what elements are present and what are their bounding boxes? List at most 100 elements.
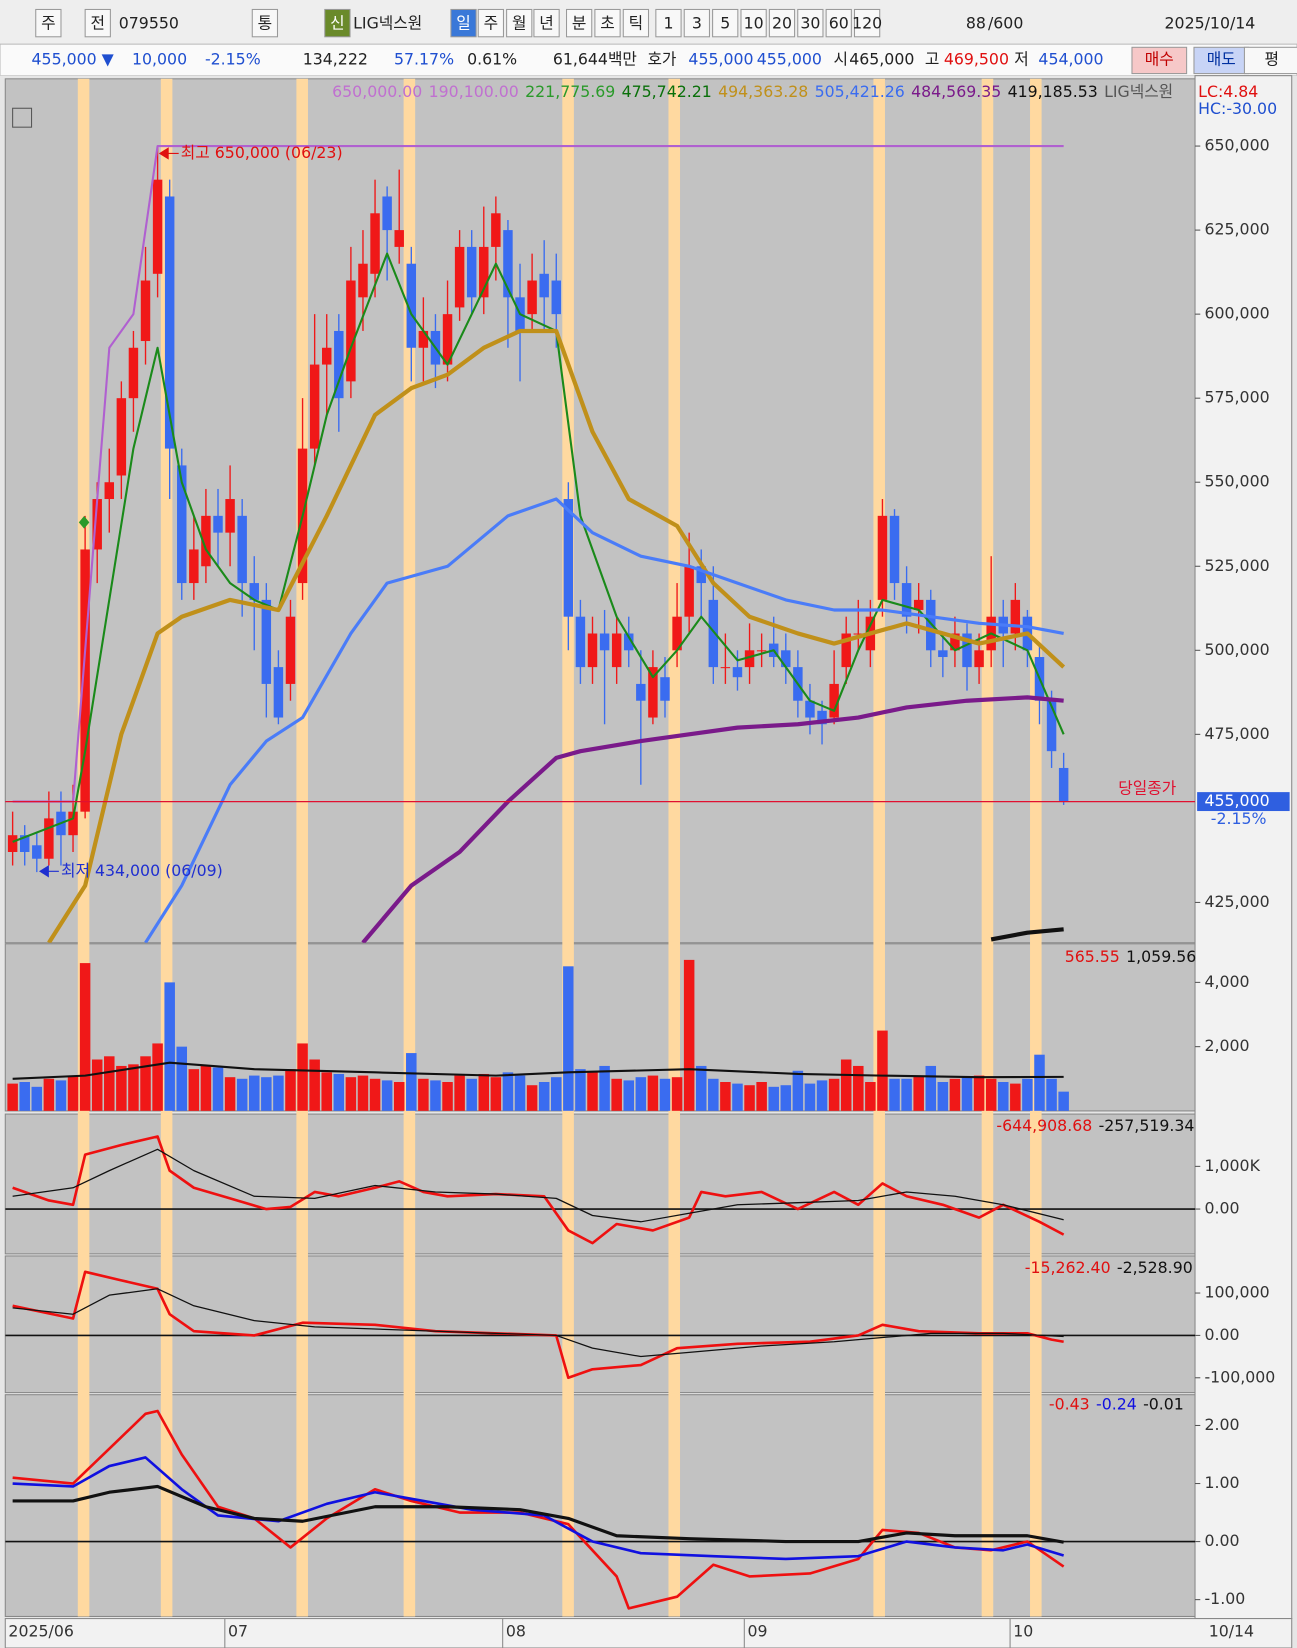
toolbar-label[interactable]: 60	[829, 14, 849, 33]
candle-body	[962, 633, 972, 668]
toolbar-button[interactable]	[622, 8, 650, 38]
volume-bar	[877, 1030, 888, 1111]
quote-text[interactable]: 매도	[1207, 49, 1236, 68]
candle-body	[32, 845, 42, 859]
highlight-bands	[77, 78, 1042, 1617]
high-arrow	[158, 147, 179, 160]
toolbar-label[interactable]: 월	[512, 14, 526, 33]
toolbar-label[interactable]: 일	[456, 14, 471, 33]
toolbar-button[interactable]	[740, 8, 767, 38]
toolbar-button[interactable]	[84, 8, 111, 38]
indicator-line	[12, 1484, 1064, 1544]
y-tick-label: 0.00	[1204, 1325, 1239, 1344]
toolbar-label[interactable]: 주	[41, 14, 56, 33]
toolbar-label[interactable]: 주	[484, 14, 499, 33]
legend-value: 565.55	[1065, 947, 1120, 966]
toolbar-button[interactable]	[655, 8, 682, 38]
toolbar-label[interactable]: 틱	[629, 14, 644, 33]
candle-body	[454, 246, 465, 308]
volume-bar	[79, 963, 91, 1111]
hc-label: HC:-30.00	[1198, 99, 1277, 118]
candle-body	[237, 515, 247, 584]
toolbar-button[interactable]	[683, 8, 710, 38]
toolbar-label[interactable]: 초	[600, 14, 615, 33]
toolbar-label[interactable]: 5	[720, 14, 730, 33]
toolbar-button[interactable]	[853, 8, 881, 38]
volume-bar	[840, 1059, 852, 1111]
toolbar-label[interactable]: 88	[966, 14, 986, 33]
quote-text: 455,000	[688, 49, 753, 68]
candle-body	[201, 515, 211, 567]
indicator-line	[47, 328, 1066, 943]
toolbar-label[interactable]: 3	[692, 14, 702, 33]
candle-body	[261, 599, 272, 684]
toolbar-label[interactable]: 120	[852, 14, 882, 33]
candle-body	[382, 196, 392, 231]
toolbar-button[interactable]	[712, 8, 739, 38]
quote-text: 454,000	[1038, 49, 1103, 68]
toolbar-button[interactable]	[506, 8, 533, 38]
volume-bar	[828, 1078, 840, 1111]
order-button[interactable]	[1193, 46, 1250, 75]
toolbar-button[interactable]	[768, 8, 796, 38]
candle-body	[273, 667, 284, 718]
toolbar-label[interactable]: 2025/10/14	[1165, 14, 1256, 33]
x-tick-label: 09	[747, 1622, 767, 1641]
y-tick-label: 2,000	[1204, 1036, 1249, 1055]
candle-body	[7, 835, 18, 853]
toolbar-label[interactable]: 30	[800, 14, 820, 33]
toolbar-label[interactable]: 통	[258, 14, 273, 33]
highlight-band	[668, 78, 681, 1617]
volume-bar	[961, 1077, 973, 1111]
y-tick-label: 4,000	[1204, 972, 1249, 991]
toolbar-button[interactable]	[797, 8, 824, 38]
candle-body	[756, 650, 767, 652]
toolbar-button[interactable]	[565, 8, 593, 38]
toolbar-button[interactable]	[35, 8, 62, 38]
toolbar-label[interactable]: 신	[330, 14, 345, 33]
toolbar-label[interactable]: 분	[572, 14, 587, 33]
volume-bar	[1010, 1083, 1021, 1111]
order-button[interactable]	[1131, 46, 1188, 75]
toolbar-label[interactable]: 전	[91, 14, 106, 33]
grid-icon[interactable]	[12, 107, 33, 128]
quote-text[interactable]: 평	[1265, 49, 1280, 68]
toolbar-button[interactable]	[477, 8, 504, 38]
legend-value: 650,000.00	[332, 82, 422, 101]
toolbar-label[interactable]: /600	[988, 14, 1023, 33]
order-button[interactable]	[1243, 46, 1297, 75]
indicator-line	[12, 1135, 1065, 1245]
volume-bar	[997, 1082, 1009, 1111]
toolbar-button[interactable]	[533, 8, 560, 38]
toolbar-label[interactable]: 079550	[119, 14, 179, 33]
highlight-band	[981, 78, 994, 1617]
toolbar-button[interactable]	[594, 8, 621, 38]
quote-text: 0.61%	[467, 49, 517, 68]
volume-bar	[1058, 1091, 1069, 1111]
candle-body	[334, 330, 344, 399]
toolbar-label[interactable]: 년	[539, 14, 554, 33]
volume-bar	[937, 1082, 949, 1111]
quote-text: 455,000	[757, 49, 822, 68]
toolbar-label[interactable]: LIG넥스원	[353, 14, 422, 33]
toolbar-label[interactable]: 20	[772, 14, 792, 33]
toolbar-button[interactable]	[324, 8, 351, 38]
toolbar-button[interactable]	[825, 8, 852, 38]
quote-text[interactable]: 매수	[1145, 49, 1174, 68]
candle-body	[926, 599, 936, 651]
volume-bar	[67, 1075, 79, 1111]
toolbar-label[interactable]: 1	[663, 14, 673, 33]
indicator-line	[144, 497, 1064, 943]
toolbar-button[interactable]	[450, 8, 477, 38]
volume-bar	[985, 1078, 997, 1111]
candle-body	[92, 499, 102, 550]
close-label: 당일종가	[1118, 778, 1176, 797]
y-tick-label: -100,000	[1204, 1367, 1275, 1386]
y-tick-label: 1.00	[1204, 1473, 1239, 1492]
volume-bar	[478, 1073, 490, 1111]
panel-content	[7, 145, 1069, 943]
candle-body	[660, 677, 670, 701]
toolbar-label[interactable]: 10	[744, 14, 764, 33]
quote-text: 61,644백만	[553, 49, 637, 68]
toolbar-button[interactable]	[251, 8, 279, 38]
